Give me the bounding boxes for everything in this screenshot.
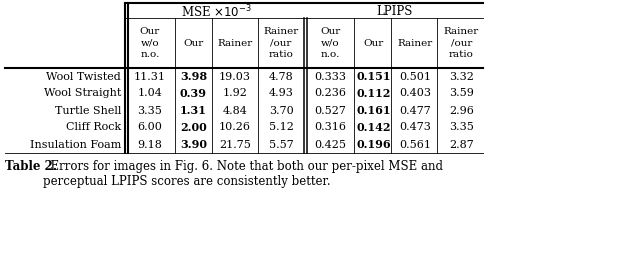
Text: Errors for images in Fig. 6. Note that both our per-pixel MSE and
perceptual LPI: Errors for images in Fig. 6. Note that b…	[43, 160, 443, 188]
Text: Our: Our	[184, 39, 204, 47]
Text: LPIPS: LPIPS	[377, 5, 413, 18]
Text: 21.75: 21.75	[219, 139, 251, 150]
Text: 0.425: 0.425	[314, 139, 346, 150]
Text: 10.26: 10.26	[219, 122, 251, 133]
Text: 2.96: 2.96	[449, 105, 474, 116]
Text: 0.561: 0.561	[399, 139, 431, 150]
Text: 2.00: 2.00	[180, 122, 207, 133]
Text: 4.78: 4.78	[269, 71, 293, 82]
Text: 0.161: 0.161	[356, 105, 391, 116]
Text: 3.35: 3.35	[449, 122, 474, 133]
Text: 0.316: 0.316	[314, 122, 346, 133]
Text: Turtle Shell: Turtle Shell	[54, 105, 121, 116]
Text: 4.93: 4.93	[269, 88, 293, 99]
Text: 0.142: 0.142	[356, 122, 391, 133]
Text: Rainer
/our
ratio: Rainer /our ratio	[444, 27, 479, 59]
Text: Table 2.: Table 2.	[5, 160, 57, 173]
Text: 1.04: 1.04	[138, 88, 163, 99]
Text: Our: Our	[364, 39, 384, 47]
Text: 0.196: 0.196	[356, 139, 391, 150]
Text: MSE $\times10^{-3}$: MSE $\times10^{-3}$	[180, 3, 252, 20]
Text: 3.32: 3.32	[449, 71, 474, 82]
Text: 6.00: 6.00	[138, 122, 163, 133]
Text: 5.57: 5.57	[269, 139, 293, 150]
Text: 0.501: 0.501	[399, 71, 431, 82]
Text: Wool Straight: Wool Straight	[44, 88, 121, 99]
Text: Our
w/o
n.o.: Our w/o n.o.	[140, 27, 160, 59]
Text: 0.473: 0.473	[399, 122, 431, 133]
Text: 0.112: 0.112	[357, 88, 391, 99]
Text: Our
w/o
n.o.: Our w/o n.o.	[321, 27, 340, 59]
Text: 3.90: 3.90	[180, 139, 207, 150]
Text: 1.31: 1.31	[180, 105, 207, 116]
Text: 3.35: 3.35	[138, 105, 163, 116]
Text: 5.12: 5.12	[269, 122, 293, 133]
Text: 0.527: 0.527	[315, 105, 346, 116]
Text: Rainer
/our
ratio: Rainer /our ratio	[264, 27, 299, 59]
Text: 1.92: 1.92	[223, 88, 248, 99]
Text: Rainer: Rainer	[398, 39, 433, 47]
Text: 0.39: 0.39	[180, 88, 207, 99]
Text: 0.151: 0.151	[356, 71, 391, 82]
Text: Cliff Rock: Cliff Rock	[66, 122, 121, 133]
Text: 9.18: 9.18	[138, 139, 163, 150]
Text: 0.477: 0.477	[399, 105, 431, 116]
Text: 0.333: 0.333	[314, 71, 346, 82]
Text: 11.31: 11.31	[134, 71, 166, 82]
Text: Wool Twisted: Wool Twisted	[46, 71, 121, 82]
Text: Rainer: Rainer	[218, 39, 253, 47]
Text: 4.84: 4.84	[223, 105, 248, 116]
Text: 3.98: 3.98	[180, 71, 207, 82]
Text: 0.403: 0.403	[399, 88, 431, 99]
Text: 0.236: 0.236	[314, 88, 346, 99]
Text: 19.03: 19.03	[219, 71, 251, 82]
Text: 3.70: 3.70	[269, 105, 293, 116]
Text: Insulation Foam: Insulation Foam	[29, 139, 121, 150]
Text: 2.87: 2.87	[449, 139, 474, 150]
Text: 3.59: 3.59	[449, 88, 474, 99]
